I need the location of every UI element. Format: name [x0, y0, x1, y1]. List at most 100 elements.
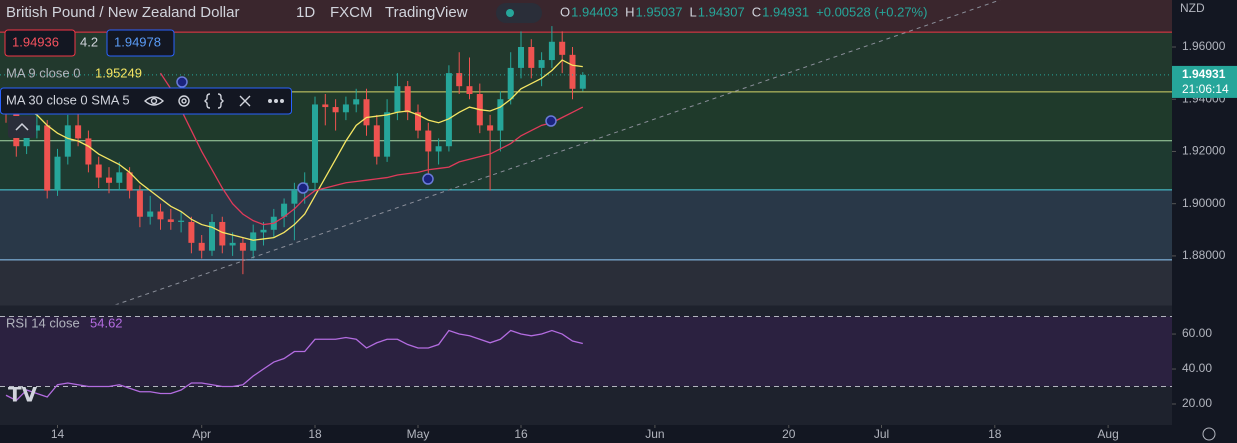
- symbol: British Pound / New Zealand Dollar: [6, 4, 239, 21]
- band: [0, 189, 1172, 260]
- rsi-band: [0, 316, 1172, 387]
- candle-body: [291, 190, 298, 204]
- ma30-label: MA 30 close 0 SMA 5: [6, 92, 130, 107]
- ohlc-label: H: [625, 4, 634, 19]
- candle-body: [353, 99, 360, 105]
- rsi-tick-label: 40.00: [1182, 361, 1212, 375]
- candle-body: [373, 125, 380, 157]
- rsi-tick-label: 20.00: [1182, 396, 1212, 410]
- candle-body: [487, 125, 494, 131]
- status-pill[interactable]: [496, 3, 542, 23]
- eye-pupil: [150, 97, 158, 105]
- candle-body: [75, 125, 82, 139]
- ohlc-value: 1.94307: [698, 4, 745, 19]
- price-badge: [1172, 65, 1237, 98]
- collapse-icon: [15, 122, 29, 131]
- logo[interactable]: 𝗧𝗩: [8, 384, 38, 406]
- candle-body: [404, 86, 411, 113]
- candle-body: [384, 112, 391, 157]
- candle-body: [507, 67, 514, 100]
- time-tick-label: Aug: [1097, 427, 1118, 441]
- ma9-value: 1.95249: [95, 65, 142, 80]
- candle-body: [54, 156, 61, 191]
- gear-center: [181, 98, 187, 104]
- candle-body: [116, 172, 123, 183]
- candle-body: [342, 104, 349, 113]
- source: FXCM: [330, 4, 373, 21]
- candle-body: [518, 47, 524, 68]
- eye-icon[interactable]: [143, 96, 165, 106]
- price-tick-label: 1.88000: [1182, 248, 1226, 262]
- time-tick-label: 18: [988, 427, 1002, 441]
- alert-marker: [422, 173, 434, 185]
- candle-body: [579, 74, 586, 89]
- candle-body: [209, 221, 215, 251]
- change: +0.00528 (+0.27%): [816, 4, 927, 19]
- candle-body: [394, 86, 401, 113]
- candle-body: [147, 211, 154, 217]
- band: [0, 259, 1172, 305]
- settings-icon[interactable]: [1202, 427, 1216, 441]
- candle-body: [559, 41, 566, 55]
- interval[interactable]: 1D: [296, 4, 315, 21]
- candle-body: [250, 232, 257, 251]
- ohlc-label: C: [752, 4, 761, 19]
- time-tick-label: Jun: [645, 427, 664, 441]
- candle-body: [178, 220, 185, 222]
- candle-body: [33, 125, 40, 131]
- alert-markers: [176, 76, 557, 194]
- candle-body: [126, 172, 133, 191]
- price-badge-value: 1.94931: [1182, 67, 1226, 81]
- collapse-button[interactable]: [8, 116, 36, 138]
- sell-price[interactable]: 1.94936: [12, 34, 59, 49]
- candle-body: [363, 99, 370, 126]
- candle-body: [85, 138, 92, 165]
- alert-marker: [176, 76, 188, 88]
- candle-body: [219, 221, 226, 246]
- bands: [0, 0, 1172, 305]
- candle-body: [157, 211, 164, 220]
- plot: [0, 26, 1172, 402]
- alert-marker: [545, 115, 557, 127]
- spread: 4.2: [80, 34, 98, 49]
- candle-body: [23, 130, 30, 147]
- countdown: 21:06:14: [1182, 82, 1229, 96]
- time-tick-label: Jul: [874, 427, 889, 441]
- code-icon[interactable]: [204, 93, 224, 109]
- candle-body: [44, 125, 51, 191]
- candle-body: [312, 104, 318, 183]
- remove-icon[interactable]: [239, 95, 251, 107]
- candle-body: [425, 130, 432, 152]
- candle-body: [198, 242, 205, 251]
- ohlc-value: 1.94931: [762, 4, 809, 19]
- band: [0, 140, 1172, 190]
- price-tick-label: 1.92000: [1182, 144, 1226, 158]
- ma9-line: [5, 59, 583, 241]
- more-icon: [274, 98, 279, 103]
- buy-button[interactable]: [106, 29, 175, 57]
- ohlc-label: O: [560, 4, 570, 19]
- more-icon[interactable]: [268, 98, 273, 103]
- candle-body: [106, 177, 112, 183]
- buy-price[interactable]: 1.94978: [114, 34, 161, 49]
- candle-body: [136, 190, 143, 217]
- gear-icon[interactable]: [178, 95, 190, 107]
- candle-body: [188, 221, 195, 243]
- candle-body: [167, 219, 174, 222]
- candle-body: [281, 203, 288, 217]
- currency: NZD: [1180, 1, 1205, 15]
- sell-button[interactable]: [4, 29, 76, 57]
- ma9-label: MA 9 close 0: [6, 65, 80, 80]
- ohlc-value: 1.95037: [636, 4, 683, 19]
- alert-marker: [297, 182, 309, 194]
- candle-body: [538, 60, 545, 68]
- band: [0, 32, 1172, 92]
- time-tick-label: Apr: [192, 427, 211, 441]
- candle-body: [64, 125, 71, 157]
- candle-body: [322, 104, 329, 108]
- candle-body: [95, 164, 102, 178]
- candle-body: [445, 73, 452, 147]
- price-tick-label: 1.96000: [1182, 39, 1226, 53]
